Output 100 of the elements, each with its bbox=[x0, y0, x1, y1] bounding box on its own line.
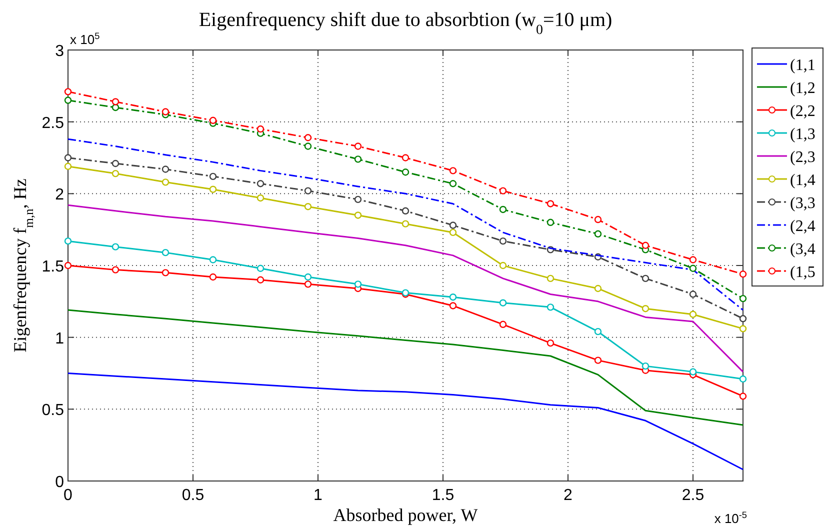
point bbox=[594, 356, 602, 364]
point bbox=[402, 220, 410, 228]
point bbox=[64, 88, 72, 96]
point bbox=[739, 315, 747, 322]
point bbox=[354, 156, 362, 163]
point bbox=[499, 320, 507, 328]
legend-label: (3,4 bbox=[790, 241, 816, 258]
point bbox=[739, 375, 747, 383]
point bbox=[354, 142, 362, 150]
point bbox=[209, 186, 217, 193]
point bbox=[256, 180, 264, 188]
point bbox=[112, 104, 120, 112]
point bbox=[64, 262, 72, 270]
point bbox=[449, 222, 457, 229]
point bbox=[499, 299, 507, 306]
x-tick-label: 1 bbox=[314, 487, 323, 504]
legend-label: (3,3 bbox=[790, 195, 816, 212]
point bbox=[739, 294, 747, 302]
point bbox=[449, 180, 457, 188]
text: x 10$^{-5}$ bbox=[714, 510, 747, 526]
point bbox=[209, 116, 217, 124]
x-axis-title: Absorbed power, W bbox=[333, 505, 478, 525]
y-tick-label: 0.5 bbox=[42, 402, 64, 420]
point bbox=[499, 237, 507, 245]
point bbox=[112, 170, 120, 178]
point bbox=[209, 172, 217, 180]
point bbox=[209, 256, 217, 264]
point bbox=[546, 218, 554, 226]
legend-label: (1,4 bbox=[790, 172, 816, 189]
legend-label: (1,2 bbox=[790, 80, 816, 97]
legend-label: (1,5 bbox=[790, 264, 816, 281]
text: x 10$^{5}$ bbox=[70, 31, 100, 47]
point bbox=[162, 178, 170, 186]
point bbox=[354, 280, 362, 288]
point bbox=[739, 392, 747, 400]
point bbox=[642, 242, 650, 249]
point bbox=[546, 274, 554, 282]
point bbox=[689, 264, 697, 272]
line-series bbox=[67, 309, 744, 426]
point bbox=[402, 168, 410, 176]
point bbox=[546, 304, 554, 311]
point bbox=[689, 310, 697, 318]
point bbox=[689, 368, 697, 376]
point bbox=[499, 262, 507, 270]
point bbox=[594, 230, 602, 238]
point bbox=[402, 154, 410, 162]
point bbox=[594, 216, 602, 224]
point bbox=[112, 160, 120, 168]
point bbox=[304, 280, 312, 288]
point bbox=[449, 302, 457, 310]
y-tick-label: 1 bbox=[55, 330, 64, 348]
legend-label: (2,3 bbox=[790, 149, 816, 166]
point bbox=[64, 162, 72, 170]
point bbox=[449, 228, 457, 236]
point bbox=[256, 194, 264, 202]
point bbox=[256, 125, 264, 133]
x-tick-label: 1.5 bbox=[432, 487, 454, 504]
chart-title: Eigenfrequency shift due to absorbtion (w$_{0}$=10 μm) bbox=[198, 9, 612, 38]
x-tick-label: 2.5 bbox=[682, 487, 704, 504]
point bbox=[546, 200, 554, 208]
point bbox=[594, 328, 602, 336]
point bbox=[354, 196, 362, 204]
point bbox=[739, 325, 747, 332]
point bbox=[499, 206, 507, 214]
point bbox=[739, 270, 747, 278]
point bbox=[112, 98, 120, 106]
y-tick-label: 3 bbox=[55, 43, 64, 60]
point bbox=[304, 187, 312, 194]
point bbox=[162, 108, 170, 116]
point bbox=[449, 167, 457, 174]
point bbox=[256, 276, 264, 284]
point bbox=[499, 187, 507, 194]
line-series bbox=[67, 372, 744, 470]
y-tick-label: 0 bbox=[55, 474, 64, 491]
point bbox=[304, 142, 312, 150]
point bbox=[402, 207, 410, 215]
x-tick-label: 0.5 bbox=[182, 487, 204, 504]
legend-label: (1,3 bbox=[790, 126, 816, 143]
point bbox=[689, 290, 697, 298]
legend-label: (1,1 bbox=[790, 57, 816, 74]
point bbox=[304, 202, 312, 210]
point bbox=[112, 243, 120, 250]
point bbox=[64, 237, 72, 245]
point bbox=[162, 166, 170, 173]
point bbox=[209, 273, 217, 281]
point bbox=[162, 248, 170, 256]
line-series bbox=[67, 204, 744, 373]
legend-label: (2,4 bbox=[790, 218, 816, 235]
line-series bbox=[67, 138, 744, 311]
point bbox=[304, 134, 312, 142]
point bbox=[64, 154, 72, 162]
point bbox=[689, 256, 697, 264]
x-tick-label: 2 bbox=[564, 487, 573, 504]
point bbox=[642, 305, 650, 312]
point bbox=[64, 96, 72, 104]
point bbox=[642, 274, 650, 282]
legend-label: (2,2 bbox=[790, 103, 816, 120]
point bbox=[354, 212, 362, 219]
point bbox=[256, 264, 264, 272]
point bbox=[449, 294, 457, 301]
